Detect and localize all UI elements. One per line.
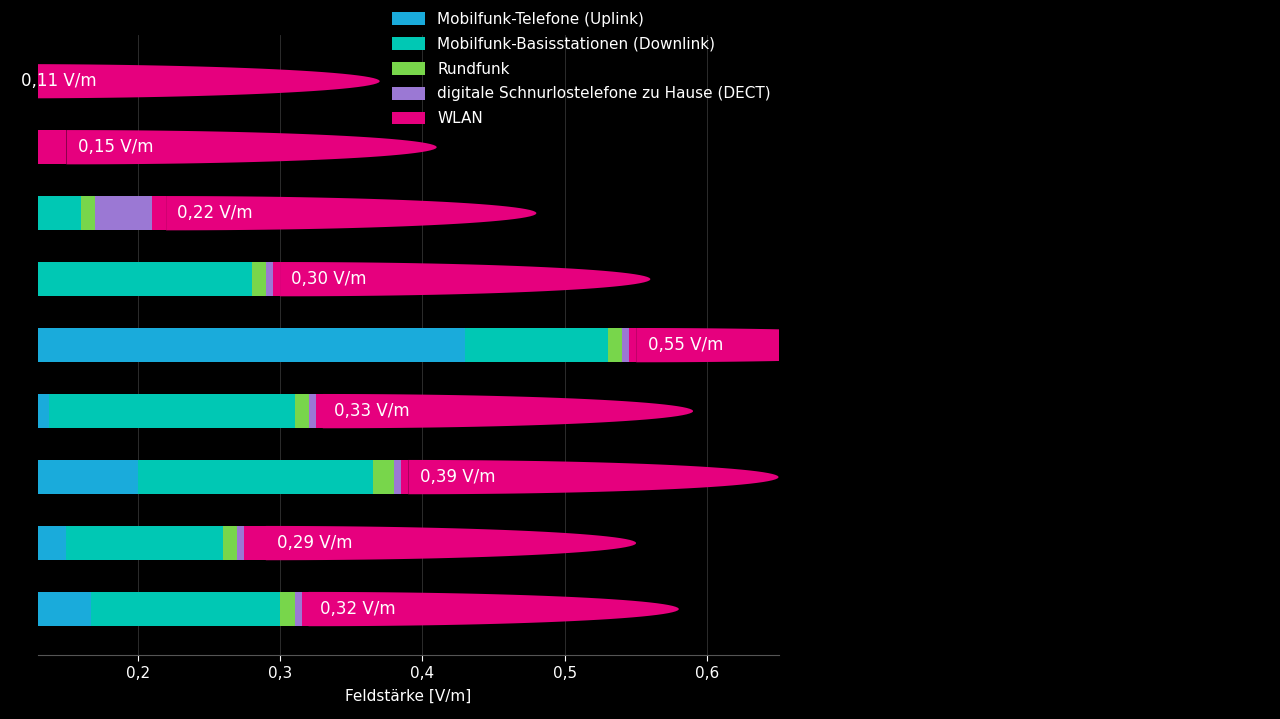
Bar [244, 526, 266, 560]
X-axis label: Feldstärke [V/m]: Feldstärke [V/m] [346, 689, 471, 704]
Bar [95, 196, 152, 230]
Text: 0,33 V/m: 0,33 V/m [334, 402, 410, 420]
Bar [302, 592, 308, 626]
Bar [237, 526, 244, 560]
Bar [91, 592, 280, 626]
Polygon shape [166, 196, 536, 230]
Bar [0, 592, 91, 626]
Bar [138, 460, 372, 494]
Bar [394, 460, 401, 494]
Bar [308, 394, 316, 429]
Polygon shape [9, 64, 380, 99]
Bar [622, 328, 628, 362]
Bar [0, 526, 67, 560]
Text: 0,30 V/m: 0,30 V/m [292, 270, 367, 288]
Bar [372, 460, 394, 494]
Bar [465, 328, 608, 362]
Polygon shape [67, 130, 436, 165]
Bar [152, 196, 166, 230]
Bar [294, 394, 308, 429]
Bar [223, 526, 237, 560]
Polygon shape [266, 526, 636, 560]
Text: 0,29 V/m: 0,29 V/m [278, 534, 353, 552]
Bar [0, 64, 9, 99]
Bar [273, 262, 280, 296]
Bar [608, 328, 622, 362]
Polygon shape [636, 328, 1006, 362]
Text: 0,11 V/m: 0,11 V/m [20, 72, 96, 90]
Bar [628, 328, 636, 362]
Text: 0,55 V/m: 0,55 V/m [648, 336, 723, 354]
Bar [35, 262, 252, 296]
Bar [0, 196, 81, 230]
Bar [401, 460, 408, 494]
Polygon shape [280, 262, 650, 296]
Text: 0,22 V/m: 0,22 V/m [178, 204, 253, 222]
Bar [67, 526, 223, 560]
Bar [0, 262, 35, 296]
Bar [0, 460, 138, 494]
Bar [31, 130, 67, 165]
Bar [49, 394, 294, 429]
Polygon shape [323, 394, 692, 429]
Text: 0,32 V/m: 0,32 V/m [320, 600, 396, 618]
Bar [17, 130, 31, 165]
Bar [0, 328, 465, 362]
Bar [316, 394, 323, 429]
Bar [0, 130, 17, 165]
Polygon shape [308, 592, 678, 626]
Text: 0,39 V/m: 0,39 V/m [420, 468, 495, 486]
Bar [294, 592, 302, 626]
Bar [252, 262, 266, 296]
Legend: Mobilfunk-Telefone (Uplink), Mobilfunk-Basisstationen (Downlink), Rundfunk, digi: Mobilfunk-Telefone (Uplink), Mobilfunk-B… [392, 12, 771, 127]
Bar [280, 592, 294, 626]
Text: 0,15 V/m: 0,15 V/m [78, 138, 154, 156]
Bar [81, 196, 95, 230]
Polygon shape [408, 460, 778, 494]
Bar [0, 394, 49, 429]
Bar [266, 262, 273, 296]
